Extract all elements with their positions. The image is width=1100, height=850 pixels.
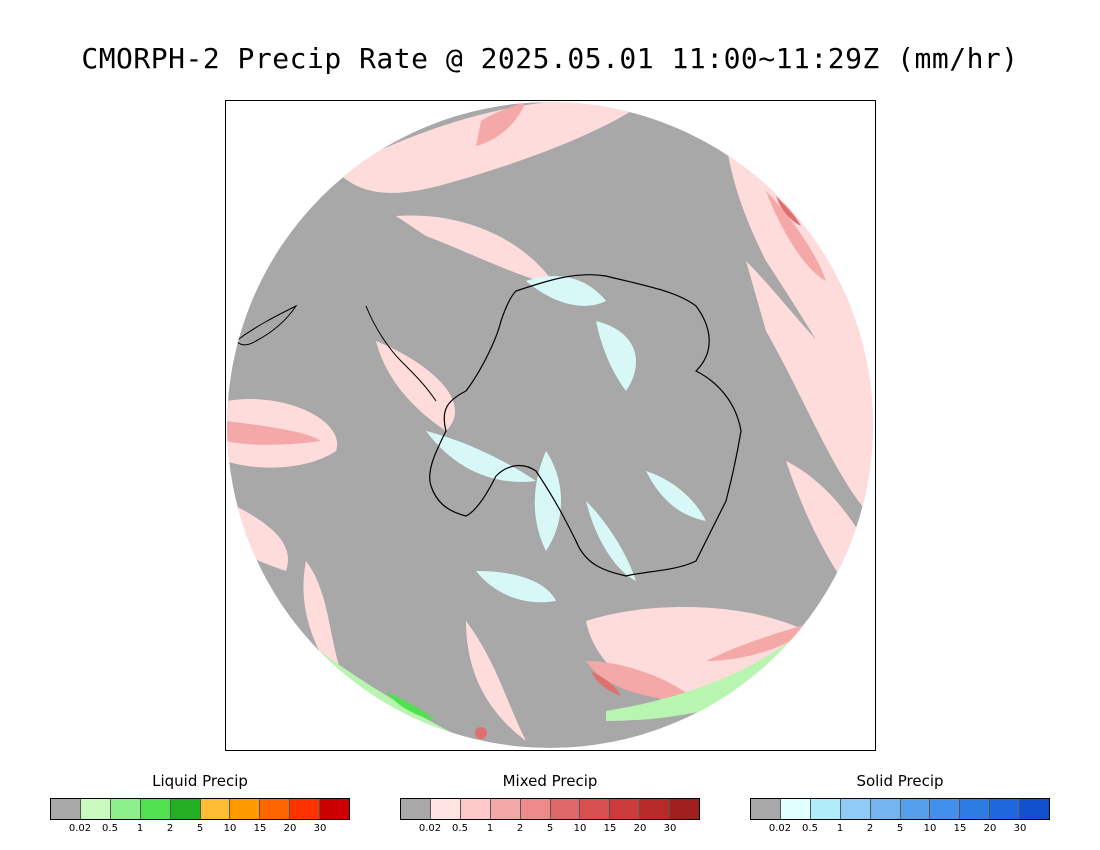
- legend-tick-label: 0.5: [802, 823, 818, 834]
- legend-swatch: [80, 799, 111, 819]
- legend-tick-label: 0.02: [768, 823, 792, 834]
- legend-swatch: [430, 799, 461, 819]
- legend-tick-label: 15: [953, 823, 967, 834]
- legend-swatch: [520, 799, 551, 819]
- legend-tick-label: 30: [1013, 823, 1027, 834]
- legend-mixed-precip: Mixed Precip 0.02 0.5 1 2 5 10 15 20 30: [400, 772, 700, 834]
- legend-tick-labels: 0.02 0.5 1 2 5 10 15 20 30: [50, 820, 350, 834]
- legend-tick-labels: 0.02 0.5 1 2 5 10 15 20 30: [750, 820, 1050, 834]
- legend-swatch: [640, 799, 671, 819]
- legend-swatch: [320, 799, 350, 819]
- map-title: CMORPH-2 Precip Rate @ 2025.05.01 11:00~…: [81, 42, 1019, 75]
- legend-tick-label: 20: [283, 823, 297, 834]
- legend-tick-label: 10: [223, 823, 237, 834]
- legend-tick-label: 30: [663, 823, 677, 834]
- legend-title: Mixed Precip: [502, 772, 598, 790]
- legend-tick-label: 1: [836, 823, 844, 834]
- antarctic-peninsula-coastline: [365, 305, 437, 402]
- legend-tick-label: 10: [923, 823, 937, 834]
- legend-tick-label: 15: [253, 823, 267, 834]
- legend-liquid-precip: Liquid Precip 0.02 0.5 1 2 5 10 15 20 30: [50, 772, 350, 834]
- legend-swatch: [751, 799, 781, 819]
- legend-tick-label: 10: [573, 823, 587, 834]
- legend-swatch: [230, 799, 261, 819]
- legend-swatch: [840, 799, 871, 819]
- legend-title: Liquid Precip: [152, 772, 248, 790]
- legend-tick-label: 2: [166, 823, 174, 834]
- legend-swatch: [260, 799, 291, 819]
- legend-swatch: [930, 799, 961, 819]
- legend-tick-labels: 0.02 0.5 1 2 5 10 15 20 30: [400, 820, 700, 834]
- legend-swatch: [990, 799, 1021, 819]
- legend-title: Solid Precip: [856, 772, 944, 790]
- legend-tick-label: 5: [196, 823, 204, 834]
- legend-tick-label: 0.02: [68, 823, 92, 834]
- legend-swatch: [580, 799, 611, 819]
- legend-tick-label: 2: [866, 823, 874, 834]
- legend-swatch: [550, 799, 581, 819]
- legend-color-bar: [50, 798, 350, 820]
- legend-color-bar: [400, 798, 700, 820]
- legend-swatch: [460, 799, 491, 819]
- legend-swatch: [110, 799, 141, 819]
- legend-tick-label: 1: [486, 823, 494, 834]
- legend-tick-label: 30: [313, 823, 327, 834]
- antarctica-coastline: [429, 274, 742, 577]
- legend-tick-label: 20: [983, 823, 997, 834]
- legend-tick-label: 2: [516, 823, 524, 834]
- legend-swatch: [780, 799, 811, 819]
- legend-color-bar: [750, 798, 1050, 820]
- legend-swatch: [900, 799, 931, 819]
- legend-tick-label: 15: [603, 823, 617, 834]
- legend-swatch: [670, 799, 700, 819]
- legend-tick-label: 1: [136, 823, 144, 834]
- solid-precip-areas: [426, 276, 706, 603]
- legend-swatch: [401, 799, 431, 819]
- mixed-precip-peaks: [475, 196, 801, 739]
- legend-swatch: [200, 799, 231, 819]
- legend-tick-label: 5: [546, 823, 554, 834]
- ocean-disk: [227, 102, 873, 748]
- legend-swatch: [51, 799, 81, 819]
- polar-map-panel: [225, 100, 876, 751]
- legend-swatch: [140, 799, 171, 819]
- legend-swatch: [290, 799, 321, 819]
- legend-tick-label: 0.5: [452, 823, 468, 834]
- legend-swatch: [1020, 799, 1050, 819]
- south-america-coastline: [235, 304, 298, 346]
- legend-tick-label: 20: [633, 823, 647, 834]
- legend-swatch: [870, 799, 901, 819]
- mixed-precip-heavy: [227, 102, 826, 701]
- legend-tick-label: 5: [896, 823, 904, 834]
- legend-swatch: [610, 799, 641, 819]
- legend-swatch: [490, 799, 521, 819]
- legend-tick-label: 0.02: [418, 823, 442, 834]
- legend-swatch: [810, 799, 841, 819]
- legend-solid-precip: Solid Precip 0.02 0.5 1 2 5 10 15 20 30: [750, 772, 1050, 834]
- legend-swatch: [960, 799, 991, 819]
- legend-tick-label: 0.5: [102, 823, 118, 834]
- antarctic-precip-map: [227, 102, 873, 748]
- legend-swatch: [170, 799, 201, 819]
